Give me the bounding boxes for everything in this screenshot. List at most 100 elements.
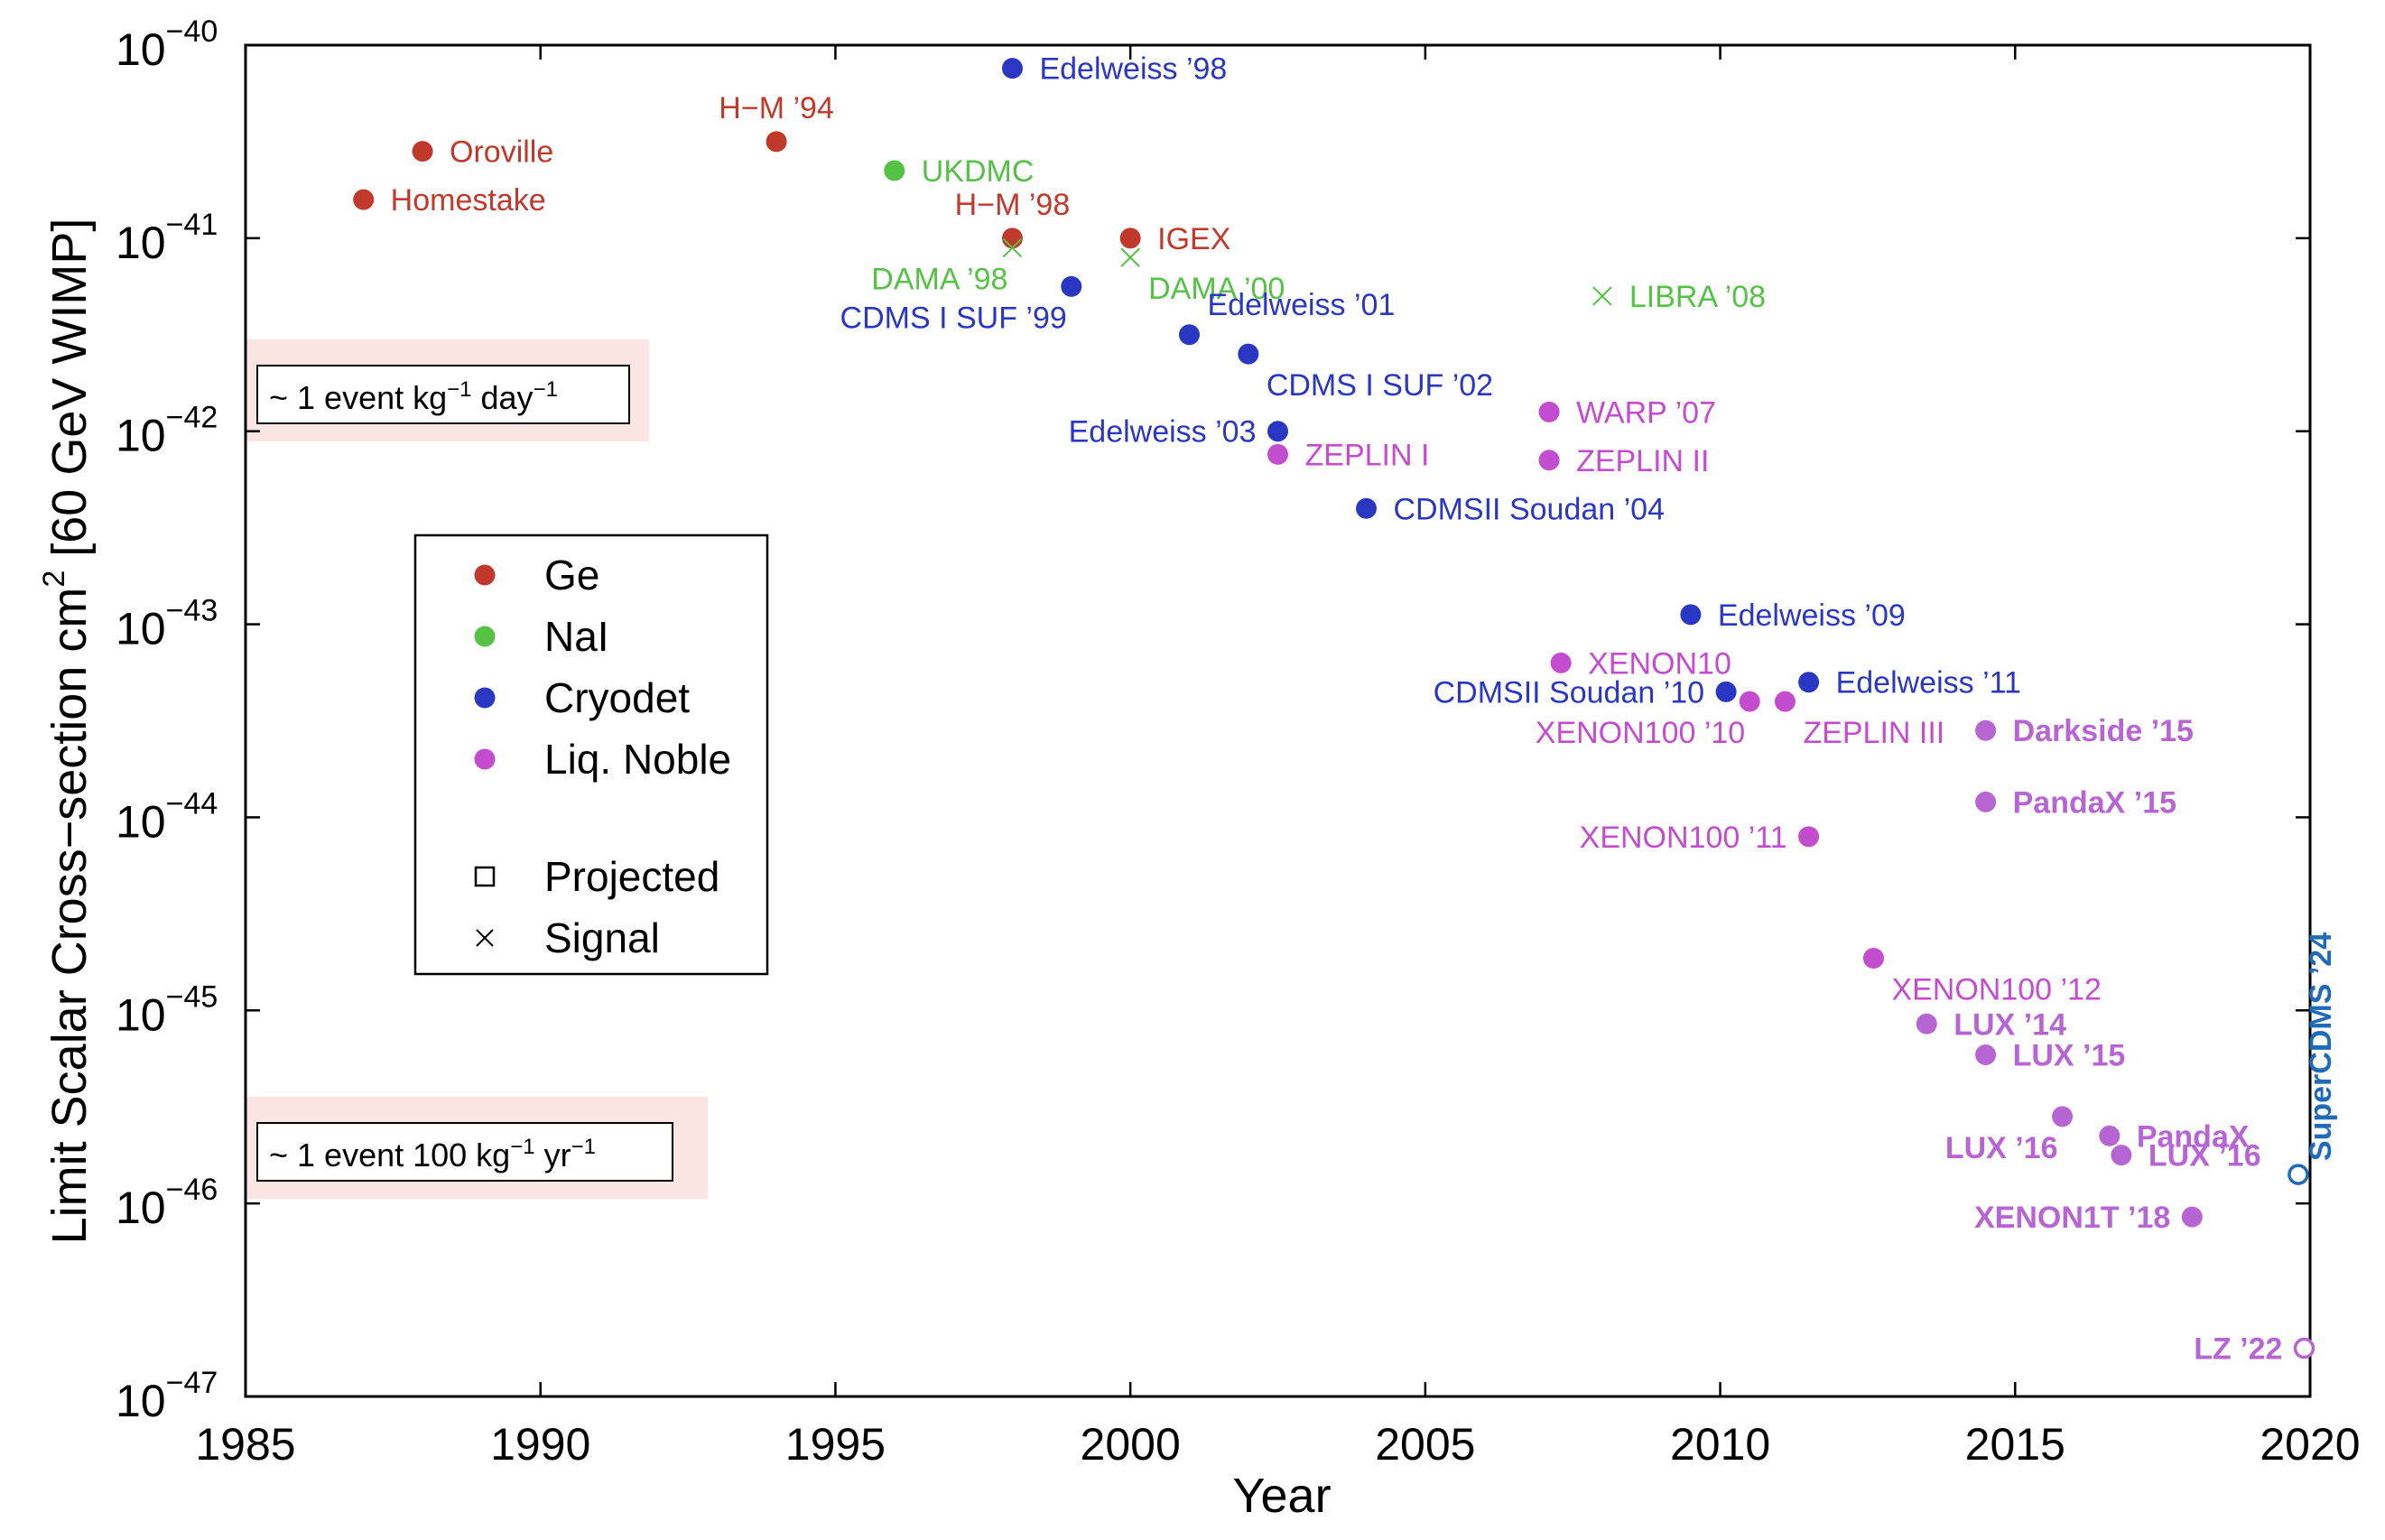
point-label: XENON10 [1588,646,1731,681]
point-label: H−M ’94 [719,91,834,125]
point-marker [766,131,787,153]
point-lux-16: LUX ’16 [1945,1106,2074,1165]
point-label: XENON100 ’11 [1580,821,1787,855]
point-pandax-15: PandaX ’15 [1975,785,2176,820]
legend-marker [476,929,494,947]
point-label: CDMS I SUF ’99 [840,301,1067,335]
point-libra-08: LIBRA ’08 [1592,280,1766,314]
legend-marker [474,866,496,887]
x-tick-label: 2020 [2260,1419,2360,1470]
point-label: XENON1T ’18 [1974,1201,2170,1235]
point-label: LUX ’16 [1945,1131,2058,1165]
legend-marker [474,564,496,586]
point-marker [2111,1145,2132,1166]
point-cdmsii-soudan-04: CDMSII Soudan ’04 [1356,492,1665,526]
point-label: CDMSII Soudan ’10 [1434,675,1705,710]
x-tick-label: 2015 [1965,1419,2065,1470]
point-label: LIBRA ’08 [1629,280,1766,314]
point-marker [353,189,375,210]
point-marker [1538,401,1560,422]
point-supercdms-24: SuperCDMS ’24 [2288,932,2338,1185]
x-tick-label: 2005 [1375,1419,1475,1470]
x-axis-title: Year [1232,1469,1331,1523]
point-homestake: Homestake [353,183,546,218]
point-h-m-94: H−M ’94 [719,91,834,153]
point-marker [1178,324,1200,346]
point-xenon100-11: XENON100 ’11 [1580,821,1820,855]
point-label: ZEPLIN III [1803,716,1944,750]
point-label: XENON100 ’10 [1536,716,1745,750]
point-edelweiss-01: Edelweiss ’01 [1178,288,1395,346]
point-marker [1267,421,1288,442]
point-marker [1715,681,1737,702]
point-lz-22: LZ ’22 [2194,1332,2315,1367]
point-marker [1592,286,1612,306]
point-label: LUX ’14 [1953,1007,2066,1042]
x-tick-label: 1985 [195,1419,295,1470]
point-edelweiss-11: Edelweiss ’11 [1798,666,2021,700]
point-h-m-98: H−M ’98 [955,188,1071,249]
point-zeplin-iii: ZEPLIN III [1774,691,1944,750]
point-cdmsii-soudan-10: CDMSII Soudan ’10 [1434,675,1737,710]
point-marker [1739,691,1760,712]
point-ukdmc: UKDMC [884,154,1034,189]
point-edelweiss-03: Edelweiss ’03 [1069,415,1288,450]
point-zeplin-i: ZEPLIN I [1267,438,1429,472]
point-label: SuperCDMS ’24 [2304,932,2338,1161]
legend-box [413,533,769,976]
legend-label: Projected [544,853,719,900]
point-xenon10: XENON10 [1550,646,1731,681]
y-tick-label: 10−46 [116,1173,218,1233]
point-dama-98: DAMA ’98 [871,237,1023,297]
legend-label: Signal [544,914,660,961]
point-xenon100-10: XENON100 ’10 [1536,691,1760,750]
point-marker [1001,58,1023,79]
legend-label: Ge [544,552,599,598]
point-marker [1916,1013,1937,1034]
point-label: Edelweiss ’01 [1207,288,1395,322]
y-tick-label: 10−45 [116,979,218,1040]
y-tick-labels: 10−40 10−41 10−42 10−43 10−44 10−45 10−46 10−47 [116,14,218,1426]
point-marker [1798,672,1820,693]
x-tick-label: 1995 [785,1419,886,1470]
svg-text:~ 1 event kg−1 day−1: ~ 1 event kg−1 day−1 [269,377,558,416]
band-label-upper: ~ 1 event kg−1 day−1 [256,365,630,424]
plot-frame [244,43,2312,1398]
point-label: Oroville [450,135,553,170]
point-warp-07: WARP ’07 [1538,395,1716,430]
point-label: Edelweiss ’09 [1718,598,1906,633]
point-marker [2181,1206,2203,1228]
point-marker [1120,247,1140,267]
point-marker [1680,604,1702,626]
svg-text:~ 1 event 100 kg−1 yr−1: ~ 1 event 100 kg−1 yr−1 [269,1135,596,1174]
point-label: LUX ’15 [2013,1038,2126,1072]
legend-label: Liq. Noble [544,736,731,783]
point-label: Edelweiss ’03 [1069,415,1257,450]
point-label: ZEPLIN II [1576,444,1709,478]
point-label: LUX ’16 [2148,1139,2261,1174]
point-marker [412,141,433,162]
legend-marker [474,748,496,770]
legend-label: Cryodet [544,674,690,721]
point-lux-15: LUX ’15 [1975,1038,2125,1072]
point-label: ZEPLIN I [1305,438,1430,472]
legend-marker [474,687,496,709]
band-label-lower: ~ 1 event 100 kg−1 yr−1 [256,1122,673,1182]
point-label: H−M ’98 [955,188,1071,222]
point-marker [1774,691,1796,712]
point-marker [1061,275,1082,297]
point-zeplin-ii: ZEPLIN II [1538,444,1709,478]
point-label: UKDMC [922,154,1035,189]
point-marker [2099,1125,2121,1146]
data-points: Oroville Homestake H−M ’94 H−M ’98 IGEX UKDMC… [353,52,2338,1367]
point-label: CDMS I SUF ’02 [1267,368,1493,403]
point-lux-16: LUX ’16 [2111,1139,2261,1174]
axis-ticks [244,43,2312,1398]
legend-marker [474,626,496,647]
legend-label: NaI [544,613,609,660]
point-edelweiss-98: Edelweiss ’98 [1001,52,1227,87]
x-tick-label: 2000 [1081,1419,1181,1470]
point-marker [2052,1106,2074,1127]
point-label: DAMA ’00 [1148,272,1285,306]
point-label: PandaX ’15 [2013,785,2176,820]
